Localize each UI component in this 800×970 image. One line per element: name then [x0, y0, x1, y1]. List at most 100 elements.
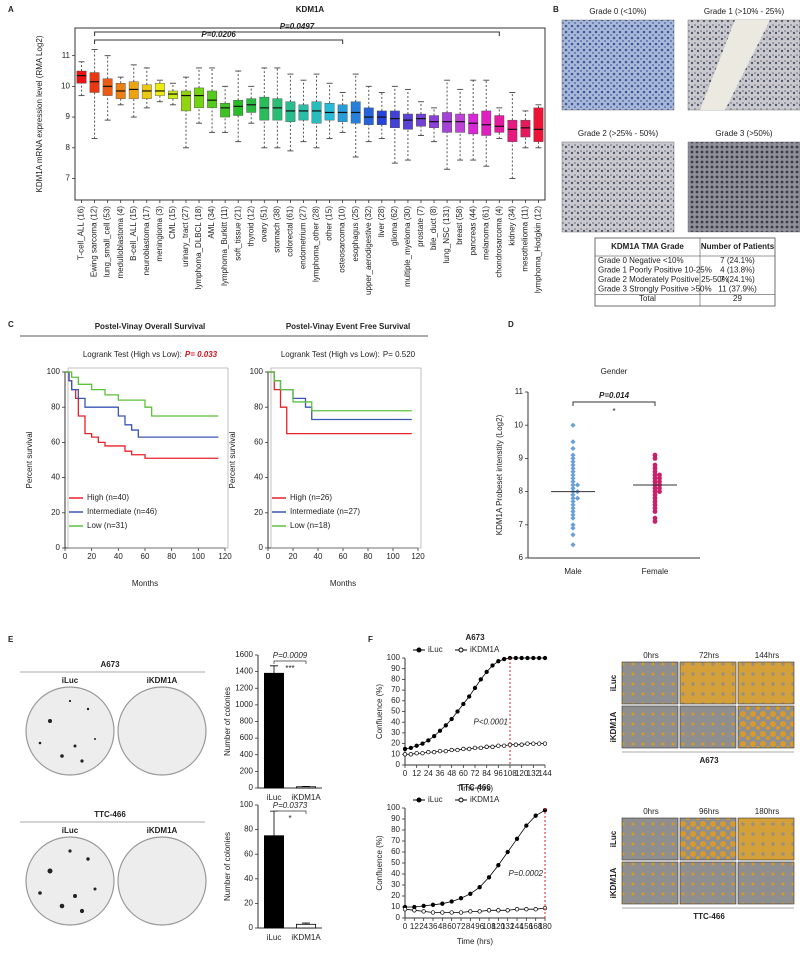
x-tick-label: 12	[410, 922, 419, 931]
data-point	[570, 522, 576, 528]
plate-label: iLuc	[62, 676, 79, 685]
x-tick-label: pancreas (44)	[468, 206, 477, 256]
x-tick-label: iLuc	[267, 793, 282, 802]
data-point	[570, 485, 576, 491]
colony	[94, 738, 96, 740]
x-tick-label: liver (28)	[377, 206, 386, 237]
time-label: 144hrs	[755, 651, 779, 660]
panel-label: B	[553, 5, 559, 14]
data-point	[420, 751, 425, 756]
box	[363, 107, 374, 125]
y-tick-label: 11	[515, 387, 524, 396]
x-tick-label: 36	[436, 769, 445, 778]
data-point	[657, 472, 662, 478]
data-point	[455, 709, 460, 714]
x-tick-label: B-cell_ALL (15)	[129, 206, 138, 261]
box	[246, 98, 257, 113]
x-tick-label: 180	[538, 922, 552, 931]
significance: *	[612, 407, 615, 416]
box	[533, 107, 544, 142]
time-label: 0hrs	[643, 807, 659, 816]
data-point	[477, 885, 482, 890]
colony	[38, 891, 42, 895]
y-tick-label: 80	[51, 402, 60, 411]
x-tick-label: lymphoma_Burkitt (11)	[220, 206, 229, 286]
box	[141, 84, 152, 99]
y-tick-label: 90	[391, 814, 400, 823]
box	[311, 101, 322, 124]
bar	[295, 923, 316, 929]
box	[76, 70, 87, 84]
legend-label: High (n=40)	[87, 493, 129, 502]
legend-marker	[416, 797, 422, 803]
x-tick-label: 132	[501, 922, 515, 931]
y-axis-label: KDM1A mRNA expression level (RMA Log2)	[35, 35, 44, 192]
data-point	[652, 472, 658, 478]
x-tick-label: upper_aerodigestive (32)	[364, 206, 373, 295]
colony	[80, 759, 84, 763]
chart-title: Postel-Vinay Event Free Survival	[286, 322, 410, 331]
box	[285, 101, 296, 122]
y-tick-label: 0	[396, 913, 401, 922]
data-point	[486, 908, 492, 913]
y-tick-label: 70	[391, 685, 400, 694]
legend-label: Intermediate (n=27)	[290, 507, 360, 516]
x-tick-label: ovary (51)	[259, 206, 268, 242]
data-point	[531, 655, 536, 661]
significance: *	[288, 814, 291, 823]
data-point	[467, 746, 472, 752]
data-point	[412, 908, 417, 913]
y-axis-label: Confluence (%)	[375, 835, 384, 890]
culture-plate	[117, 836, 207, 926]
x-tick-label: 12	[412, 769, 421, 778]
series-line	[404, 657, 545, 750]
y-tick-label: 20	[391, 739, 400, 748]
y-tick-label: 60	[51, 438, 60, 447]
y-tick-label: 7	[519, 520, 524, 529]
microscopy-image	[679, 661, 737, 705]
plate-label: iKDM1A	[147, 826, 178, 835]
x-tick-label: 60	[459, 769, 468, 778]
x-axis-label: Months	[132, 579, 158, 588]
data-point	[652, 492, 658, 498]
p-value: P= 0.033	[185, 350, 218, 359]
data-point	[455, 747, 460, 753]
x-tick-label: meningioma (3)	[155, 206, 164, 262]
data-point	[514, 836, 520, 841]
data-point	[652, 495, 658, 501]
y-tick-label: 20	[51, 508, 60, 517]
box	[298, 104, 309, 121]
microscopy-image	[621, 661, 679, 705]
data-point	[657, 485, 662, 491]
tissue-image	[561, 19, 675, 111]
error-bar	[270, 665, 278, 674]
data-point	[513, 742, 518, 747]
bracket	[572, 401, 656, 406]
legend-label: iLuc	[428, 795, 443, 804]
legend-label: Intermediate (n=46)	[87, 507, 157, 516]
y-tick-label: 30	[391, 728, 400, 737]
survival-curve	[65, 371, 219, 417]
y-tick-label: 80	[391, 825, 400, 834]
x-tick-label: 40	[114, 552, 123, 561]
data-point	[652, 475, 658, 481]
plot-frame	[74, 27, 546, 201]
data-point	[461, 746, 466, 752]
y-tick-label: 0	[249, 923, 254, 932]
data-point	[437, 748, 443, 754]
x-tick-label: 20	[289, 552, 298, 561]
x-tick-label: 100	[192, 552, 206, 561]
data-point	[513, 655, 518, 661]
data-point	[570, 462, 576, 468]
x-tick-label: 24	[424, 769, 433, 778]
survival-curve	[268, 371, 412, 412]
x-axis-label: Months	[330, 579, 356, 588]
x-tick-label: 100	[386, 552, 400, 561]
data-point	[519, 655, 524, 661]
y-tick-label: 50	[391, 707, 400, 716]
x-tick-label: Male	[564, 567, 582, 576]
microscopy-image	[679, 705, 737, 749]
table-cell: Total	[639, 294, 656, 303]
data-point	[430, 910, 436, 915]
subtitle: Logrank Test (High vs Low): P= 0.520	[281, 350, 416, 359]
